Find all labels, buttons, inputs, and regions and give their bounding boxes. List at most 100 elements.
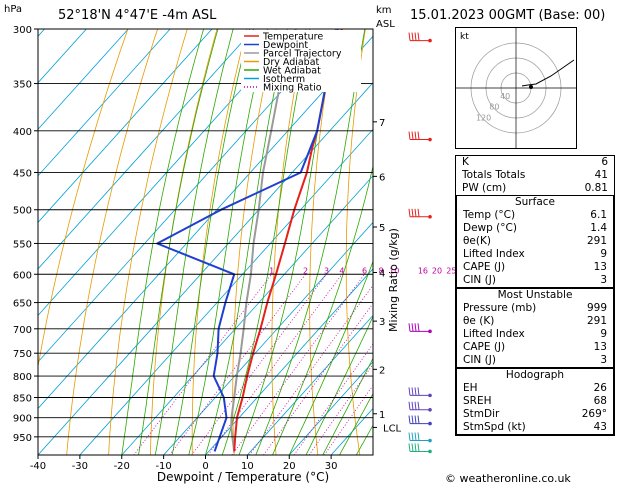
- surface-row: Temp (°C) 6.1: [457, 209, 613, 222]
- mixing-ratio-label: 16: [418, 266, 428, 275]
- isotherm-line: [205, 268, 373, 455]
- parcel-trajectory-line: [230, 29, 297, 452]
- hodograph-trace: [521, 59, 575, 87]
- surface-label: CAPE (J): [463, 261, 506, 273]
- wind-barb-dot: [428, 438, 432, 443]
- hodograph-kt-label: kt: [460, 32, 469, 42]
- pressure-label: 650: [13, 299, 32, 310]
- wind-barb-dot: [428, 38, 432, 43]
- x-tick-label: 0: [202, 461, 208, 472]
- wind-barb-flag: [414, 323, 417, 332]
- wet-adiabat-line: [305, 315, 373, 455]
- surface-value: 13: [593, 261, 607, 273]
- pressure-label: 400: [13, 127, 32, 138]
- surface-row: Dewp (°C) 1.4: [457, 222, 613, 235]
- pressure-label: 500: [13, 206, 32, 217]
- wet-adiabat-line: [121, 29, 204, 455]
- most-unstable-section: Most Unstable Pressure (mb) 999 θe (K) 291…: [456, 288, 614, 368]
- surface-label: Temp (°C): [463, 209, 516, 221]
- hodo-value: 43: [593, 421, 607, 433]
- legend-label: Dewpoint: [263, 40, 308, 51]
- isotherm-line: [38, 29, 297, 317]
- wind-barb-flag: [417, 208, 420, 217]
- mixing-ratio-line: [191, 274, 327, 455]
- index-label: K: [462, 156, 469, 168]
- surface-value: 1.4: [590, 222, 607, 234]
- isotherm-line: [38, 29, 129, 130]
- wind-barb-flag: [417, 415, 420, 424]
- index-value: 6: [601, 156, 608, 168]
- mu-label: CAPE (J): [463, 341, 506, 353]
- wind-barb-flag: [411, 323, 414, 332]
- mu-label: CIN (J): [463, 354, 496, 366]
- wet-adiabat-line: [322, 357, 373, 455]
- km-label: km: [376, 5, 392, 16]
- asl-label: ASL: [376, 19, 395, 30]
- mu-row: CAPE (J) 13: [457, 341, 613, 354]
- km-label: 1: [379, 410, 385, 421]
- mu-row: Pressure (mb) 999: [457, 302, 613, 315]
- legend-label: Wet Adiabat: [263, 66, 321, 77]
- hodo-value: 269°: [581, 408, 607, 420]
- hodo-value: 26: [593, 382, 607, 394]
- surface-value: 9: [600, 248, 607, 260]
- wind-barb-dot: [428, 214, 432, 219]
- wind-barb-dot: [428, 421, 432, 426]
- wind-barb-flag: [414, 387, 417, 396]
- legend-box: [241, 30, 361, 92]
- mixing-ratio-line: [231, 274, 365, 455]
- km-label: 2: [379, 365, 385, 376]
- legend-label: Isotherm: [263, 74, 305, 85]
- mixing-ratio-line: [207, 274, 343, 455]
- mu-value: 3: [600, 354, 607, 366]
- pressure-label: 700: [13, 325, 32, 336]
- wind-barb-flag: [414, 131, 417, 140]
- mixing-ratio-label: 2: [303, 266, 308, 275]
- mu-value: 9: [600, 328, 607, 340]
- wind-barb-flag: [408, 443, 411, 452]
- pressure-label: 900: [13, 414, 32, 425]
- hodo-row: EH 26: [457, 382, 613, 395]
- legend-label: Temperature: [262, 32, 323, 43]
- mu-label: θe (K): [463, 315, 495, 327]
- surface-value: 3: [600, 274, 607, 286]
- mixing-ratio-label: 25: [446, 266, 456, 275]
- mu-value: 13: [593, 341, 607, 353]
- wind-barb-flag: [408, 131, 411, 140]
- x-axis-label: Dewpoint / Temperature (°C): [157, 470, 329, 484]
- wind-barb-flag: [411, 443, 414, 452]
- hodo-row: StmDir 269°: [457, 408, 613, 421]
- wind-barb-flag: [417, 443, 420, 452]
- date-title: 15.01.2023 00GMT (Base: 00): [410, 8, 606, 23]
- isotherm-line: [79, 128, 373, 455]
- surface-title: Surface: [514, 196, 555, 208]
- wind-barb-flag: [417, 131, 420, 140]
- mu-row: θe (K) 291: [457, 315, 613, 328]
- wind-barb-dot: [428, 449, 432, 454]
- hodograph-storm-marker: [529, 85, 533, 89]
- wind-barb-flag: [417, 401, 420, 410]
- km-label: LCL: [383, 423, 402, 434]
- surface-label: Lifted Index: [463, 248, 525, 260]
- pressure-label: 950: [13, 433, 32, 444]
- wind-barb-flag: [411, 432, 414, 441]
- isotherm-line: [247, 314, 373, 455]
- wind-barb-dot: [428, 137, 432, 142]
- pressure-label: 300: [13, 25, 32, 36]
- km-label: 7: [379, 118, 385, 129]
- wind-barb-flag: [417, 32, 420, 41]
- wind-barb-flag: [408, 32, 411, 41]
- wind-barb-flag: [408, 401, 411, 410]
- axes: 1 2 3 4 6 8 10 16 20 2530035040045050055060065070…: [13, 25, 457, 472]
- legend-label: Parcel Trajectory: [263, 49, 342, 60]
- wind-barb-flag: [414, 208, 417, 217]
- x-tick-label: -20: [114, 461, 130, 472]
- mu-row: CIN (J) 3: [457, 354, 613, 367]
- wind-barb-flag: [411, 387, 414, 396]
- km-label: 6: [379, 172, 385, 183]
- dry-adiabat-line: [416, 29, 444, 455]
- wind-barb-flag: [408, 415, 411, 424]
- isotherm-line: [38, 29, 171, 177]
